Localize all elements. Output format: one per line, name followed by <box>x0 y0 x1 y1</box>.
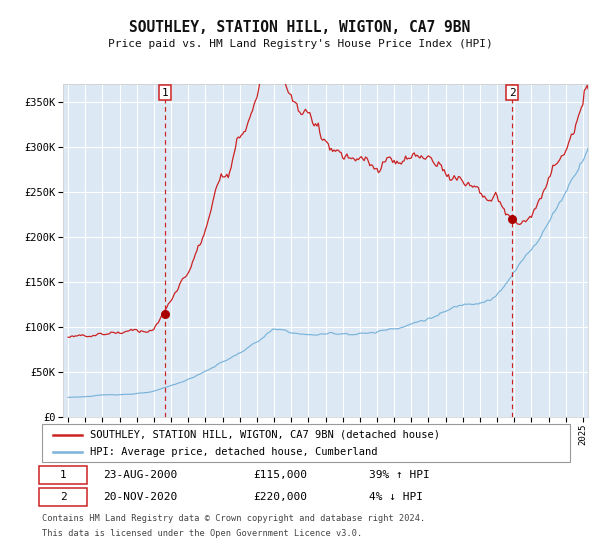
Text: 4% ↓ HPI: 4% ↓ HPI <box>370 492 424 502</box>
Text: SOUTHLEY, STATION HILL, WIGTON, CA7 9BN: SOUTHLEY, STATION HILL, WIGTON, CA7 9BN <box>130 20 470 35</box>
Text: £115,000: £115,000 <box>253 470 307 480</box>
FancyBboxPatch shape <box>42 424 570 462</box>
Text: Contains HM Land Registry data © Crown copyright and database right 2024.: Contains HM Land Registry data © Crown c… <box>42 514 425 523</box>
Text: 2: 2 <box>509 87 515 97</box>
FancyBboxPatch shape <box>40 488 87 506</box>
Text: 23-AUG-2000: 23-AUG-2000 <box>103 470 177 480</box>
Text: This data is licensed under the Open Government Licence v3.0.: This data is licensed under the Open Gov… <box>42 529 362 538</box>
Text: Price paid vs. HM Land Registry's House Price Index (HPI): Price paid vs. HM Land Registry's House … <box>107 39 493 49</box>
Text: 1: 1 <box>60 470 67 480</box>
Text: HPI: Average price, detached house, Cumberland: HPI: Average price, detached house, Cumb… <box>89 447 377 458</box>
FancyBboxPatch shape <box>40 466 87 484</box>
Text: 2: 2 <box>60 492 67 502</box>
Text: 39% ↑ HPI: 39% ↑ HPI <box>370 470 430 480</box>
Text: £220,000: £220,000 <box>253 492 307 502</box>
Text: 20-NOV-2020: 20-NOV-2020 <box>103 492 177 502</box>
Text: SOUTHLEY, STATION HILL, WIGTON, CA7 9BN (detached house): SOUTHLEY, STATION HILL, WIGTON, CA7 9BN … <box>89 430 440 440</box>
Text: 1: 1 <box>161 87 168 97</box>
